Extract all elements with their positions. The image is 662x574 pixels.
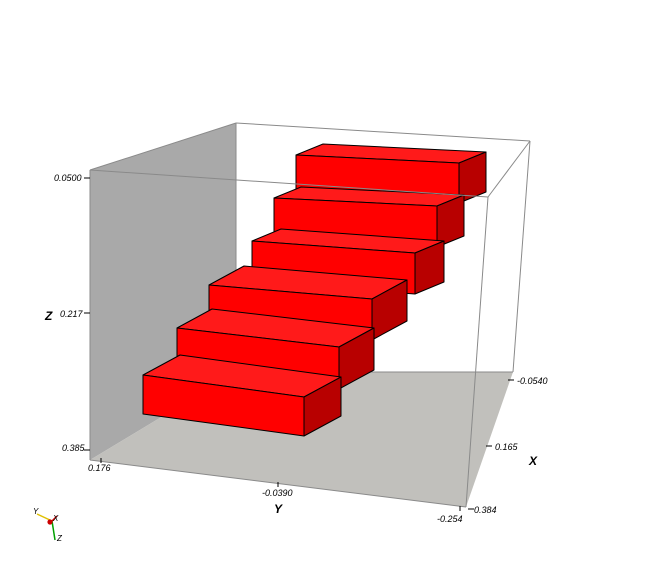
- x-tick-0: -0.0540: [517, 376, 548, 386]
- staircase-model: [142, 143, 487, 437]
- x-tick-2: 0.384: [474, 505, 497, 515]
- x-axis-label: X: [528, 454, 538, 468]
- orientation-triad[interactable]: Y X Z: [33, 507, 63, 543]
- z-axis-label: Z: [44, 309, 53, 323]
- stair-step-front-face: [142, 374, 305, 437]
- triad-z-label: Z: [56, 534, 63, 543]
- triad-x-label: X: [52, 514, 59, 523]
- z-tick-2: 0.385: [62, 443, 86, 453]
- triad-origin: [47, 519, 53, 525]
- x-tick-1: 0.165: [495, 442, 519, 452]
- triad-x-axis: [51, 515, 58, 522]
- z-tick-1: 0.217: [60, 309, 84, 319]
- y-tick-1: -0.0390: [262, 488, 293, 498]
- y-axis-label: Y: [274, 502, 283, 516]
- triad-z-axis: [51, 520, 56, 541]
- axis-ticks: [84, 177, 514, 511]
- triad-y-label: Y: [33, 507, 39, 516]
- stair-step-6: [142, 354, 342, 437]
- y-tick-2: -0.254: [437, 514, 463, 524]
- y-tick-0: 0.176: [88, 463, 111, 473]
- z-tick-0: 0.0500: [54, 173, 82, 183]
